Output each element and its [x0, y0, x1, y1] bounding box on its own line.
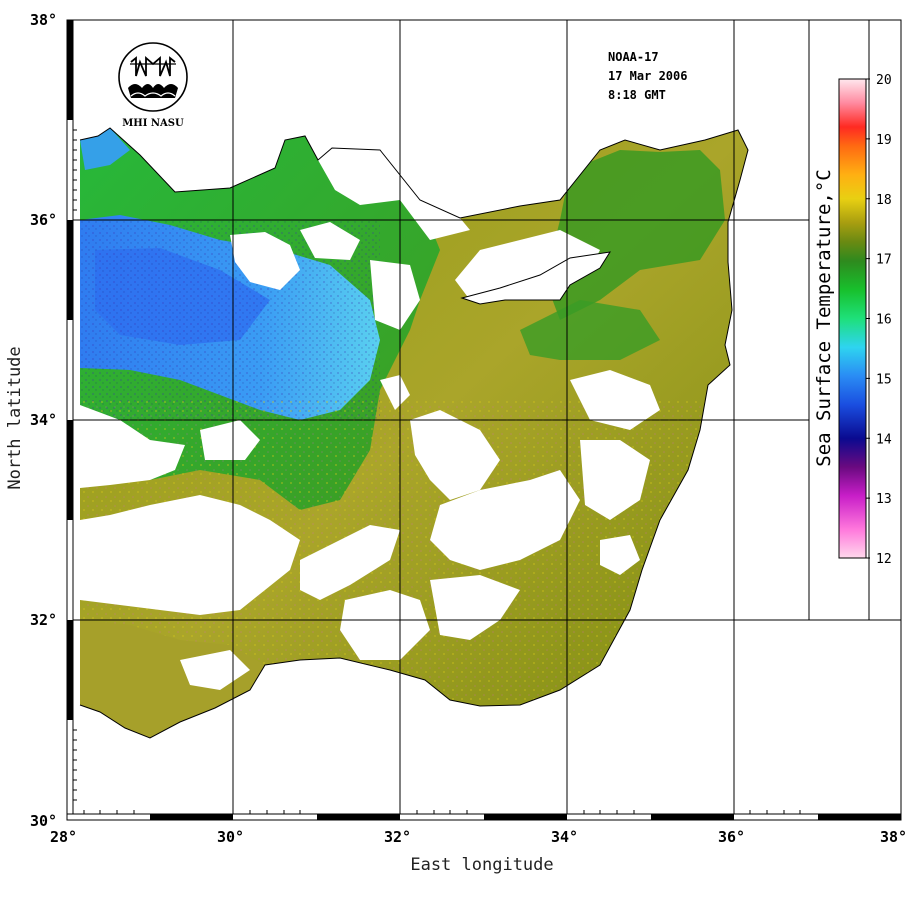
x-tick-label: 30°	[217, 828, 244, 846]
colorbar-gradient	[838, 78, 867, 559]
mhi-nasu-logo: MHI NASU	[118, 42, 188, 129]
longitude-scale-bar	[66, 810, 902, 821]
colorbar-ticks: 20 19 18 17 16 15 14 13 12	[866, 73, 892, 567]
colorbar-tick-label: 20	[876, 73, 892, 88]
colorbar-tick-label: 14	[876, 432, 892, 447]
colorbar-tick-label: 15	[876, 372, 892, 387]
x-tick-label: 32°	[384, 828, 411, 846]
pass-time: 8:18 GMT	[608, 88, 666, 102]
y-tick-labels: 38° 36° 34° 32° 30°	[30, 11, 57, 830]
x-tick-label: 28°	[50, 828, 77, 846]
satellite-name: NOAA-17	[608, 50, 659, 64]
satellite-info: NOAA-17 17 Mar 2006 8:18 GMT	[608, 50, 687, 102]
logo-label: MHI NASU	[122, 118, 184, 129]
colorbar-tick-label: 13	[876, 492, 892, 507]
colorbar-tick-label: 17	[876, 253, 892, 268]
colorbar-tick-label: 19	[876, 133, 892, 148]
coastline	[79, 127, 749, 739]
colorbar-tick-label: 18	[876, 193, 892, 208]
x-tick-label: 34°	[551, 828, 578, 846]
cloud-and-land-mask	[80, 20, 909, 810]
x-axis-title: East longitude	[410, 855, 553, 875]
colorbar-tick-label: 16	[876, 313, 892, 328]
x-tick-label: 38°	[880, 828, 907, 846]
y-tick-label: 34°	[30, 411, 57, 429]
x-tick-labels: 28° 30° 32° 34° 36° 38°	[50, 828, 907, 846]
y-tick-label: 36°	[30, 211, 57, 229]
colorbar: 20 19 18 17 16 15 14 13 12 Sea Surface Temperatu…	[813, 73, 892, 567]
y-tick-label: 38°	[30, 11, 57, 29]
graticule	[67, 20, 901, 820]
colorbar-tick-label: 12	[876, 552, 892, 567]
cyprus-island	[460, 251, 611, 305]
y-tick-label: 32°	[30, 611, 57, 629]
colorbar-title: Sea Surface Temperature,°C	[813, 169, 835, 466]
x-tick-label: 36°	[718, 828, 745, 846]
pass-date: 17 Mar 2006	[608, 69, 687, 83]
y-tick-label: 30°	[30, 812, 57, 830]
y-axis-title: North latitude	[5, 346, 25, 489]
